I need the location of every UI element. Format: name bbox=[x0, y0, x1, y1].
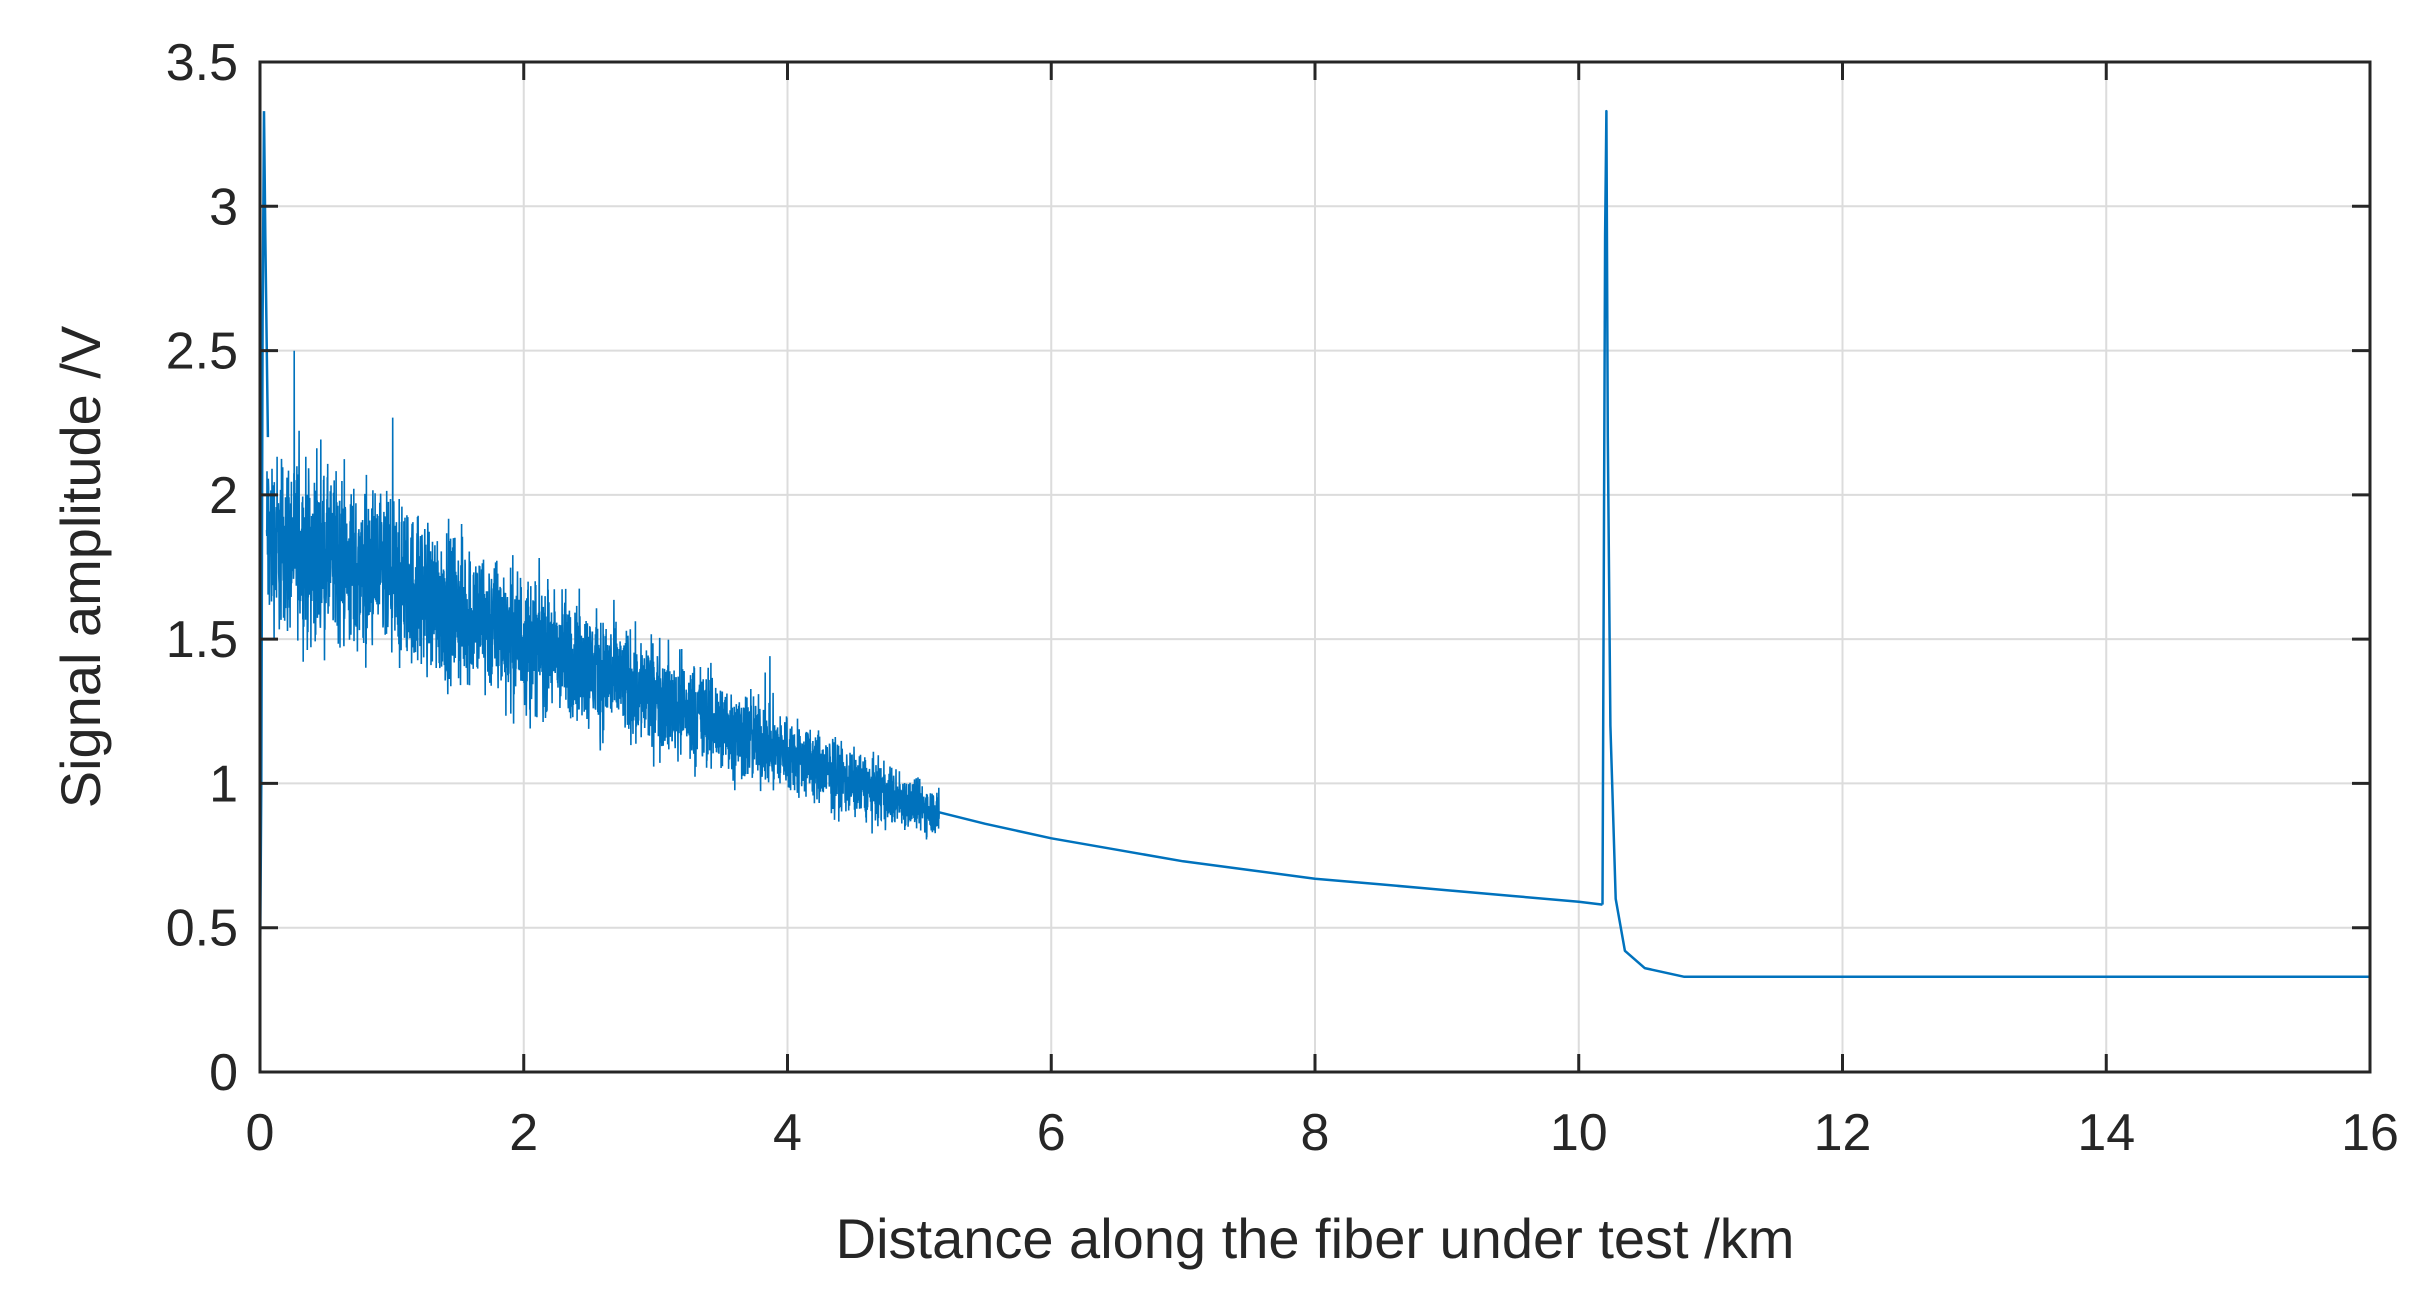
x-tick-label: 8 bbox=[1301, 1104, 1330, 1162]
x-tick-label: 14 bbox=[2077, 1104, 2135, 1162]
y-axis-label: Signal amplitude /V bbox=[49, 325, 112, 808]
x-tick-label: 12 bbox=[1814, 1104, 1872, 1162]
x-tick-label: 16 bbox=[2341, 1104, 2399, 1162]
grid-layer bbox=[259, 61, 2371, 1073]
end-reflection-line bbox=[1601, 109, 2370, 979]
tick-layer: 0 2 4 6 8 10 12 14 16 0 0.5 1 1.5 2 2.5 3 3.5 bbox=[166, 34, 2399, 1162]
smooth-decay-line bbox=[938, 811, 1603, 906]
x-tick-label: 4 bbox=[773, 1104, 802, 1162]
y-tick-label: 1 bbox=[209, 755, 238, 813]
y-tick-label: 0.5 bbox=[166, 900, 238, 958]
y-tick-label: 2 bbox=[209, 467, 238, 525]
x-tick-label: 2 bbox=[509, 1104, 538, 1162]
x-axis-label: Distance along the fiber under test /km bbox=[836, 1207, 1795, 1270]
y-tick-label: 3 bbox=[209, 178, 238, 236]
y-tick-label: 1.5 bbox=[166, 611, 238, 669]
noisy-segment-line bbox=[265, 350, 940, 840]
data-layer bbox=[258, 109, 2370, 979]
y-tick-label: 0 bbox=[209, 1044, 238, 1102]
x-tick-label: 10 bbox=[1550, 1104, 1608, 1162]
y-tick-label: 3.5 bbox=[166, 34, 238, 92]
x-tick-label: 0 bbox=[246, 1104, 275, 1162]
y-tick-label: 2.5 bbox=[166, 323, 238, 381]
x-tick-label: 6 bbox=[1037, 1104, 1066, 1162]
